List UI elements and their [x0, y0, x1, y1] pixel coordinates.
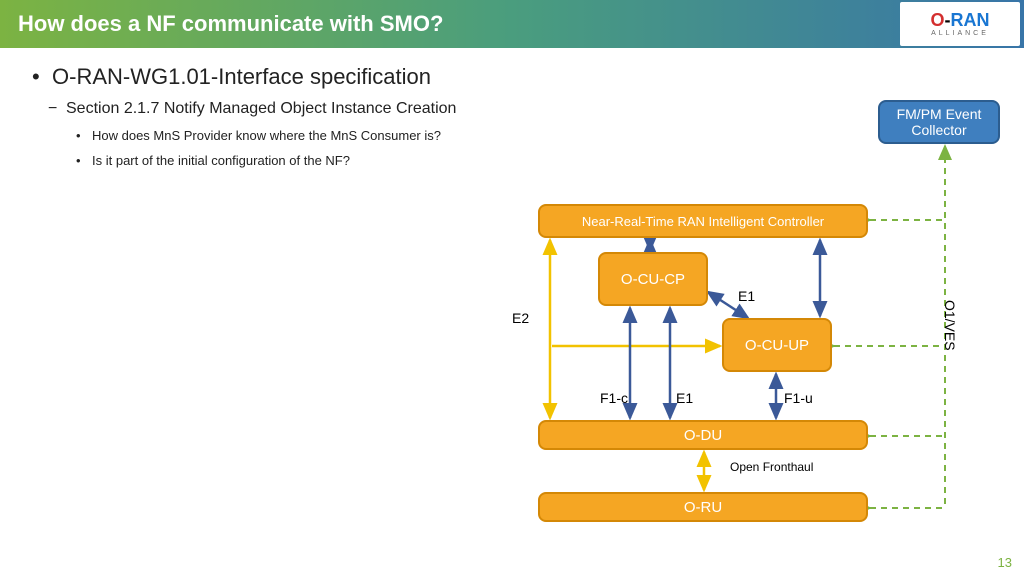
- node-label: Near-Real-Time RAN Intelligent Controlle…: [582, 214, 824, 229]
- edge-label-e1-top: E1: [738, 288, 755, 304]
- page-number: 13: [998, 555, 1012, 570]
- logo-subtext: ALLIANCE: [931, 30, 989, 37]
- node-label: O-DU: [684, 427, 722, 444]
- edge-label-o1-ves: O1/VES: [942, 300, 958, 351]
- logo-ran: RAN: [951, 10, 990, 30]
- architecture-diagram: FM/PM Event Collector Near-Real-Time RAN…: [490, 100, 1020, 570]
- edge-label-e1-bottom: E1: [676, 390, 693, 406]
- bullet-level1: O-RAN-WG1.01-Interface specification: [32, 64, 1024, 90]
- header-bar: How does a NF communicate with SMO? O-RA…: [0, 0, 1024, 48]
- node-o-cu-cp: O-CU-CP: [598, 252, 708, 306]
- edge-label-open-fronthaul: Open Fronthaul: [730, 460, 813, 474]
- node-label: O-CU-CP: [621, 271, 685, 288]
- node-o-du: O-DU: [538, 420, 868, 450]
- page-title: How does a NF communicate with SMO?: [18, 11, 443, 37]
- node-near-rt-ric: Near-Real-Time RAN Intelligent Controlle…: [538, 204, 868, 238]
- node-label: FM/PM Event Collector: [880, 106, 998, 138]
- node-label: O-RU: [684, 499, 722, 516]
- edge-label-f1c: F1-c: [600, 390, 628, 406]
- logo-o: O: [930, 10, 944, 30]
- edge-label-e2: E2: [512, 310, 529, 326]
- node-label: O-CU-UP: [745, 337, 809, 354]
- node-o-cu-up: O-CU-UP: [722, 318, 832, 372]
- edge-label-f1u: F1-u: [784, 390, 813, 406]
- node-o-ru: O-RU: [538, 492, 868, 522]
- oran-logo: O-RAN ALLIANCE: [900, 2, 1020, 46]
- node-fm-pm-collector: FM/PM Event Collector: [878, 100, 1000, 144]
- logo-text: O-RAN: [930, 11, 989, 29]
